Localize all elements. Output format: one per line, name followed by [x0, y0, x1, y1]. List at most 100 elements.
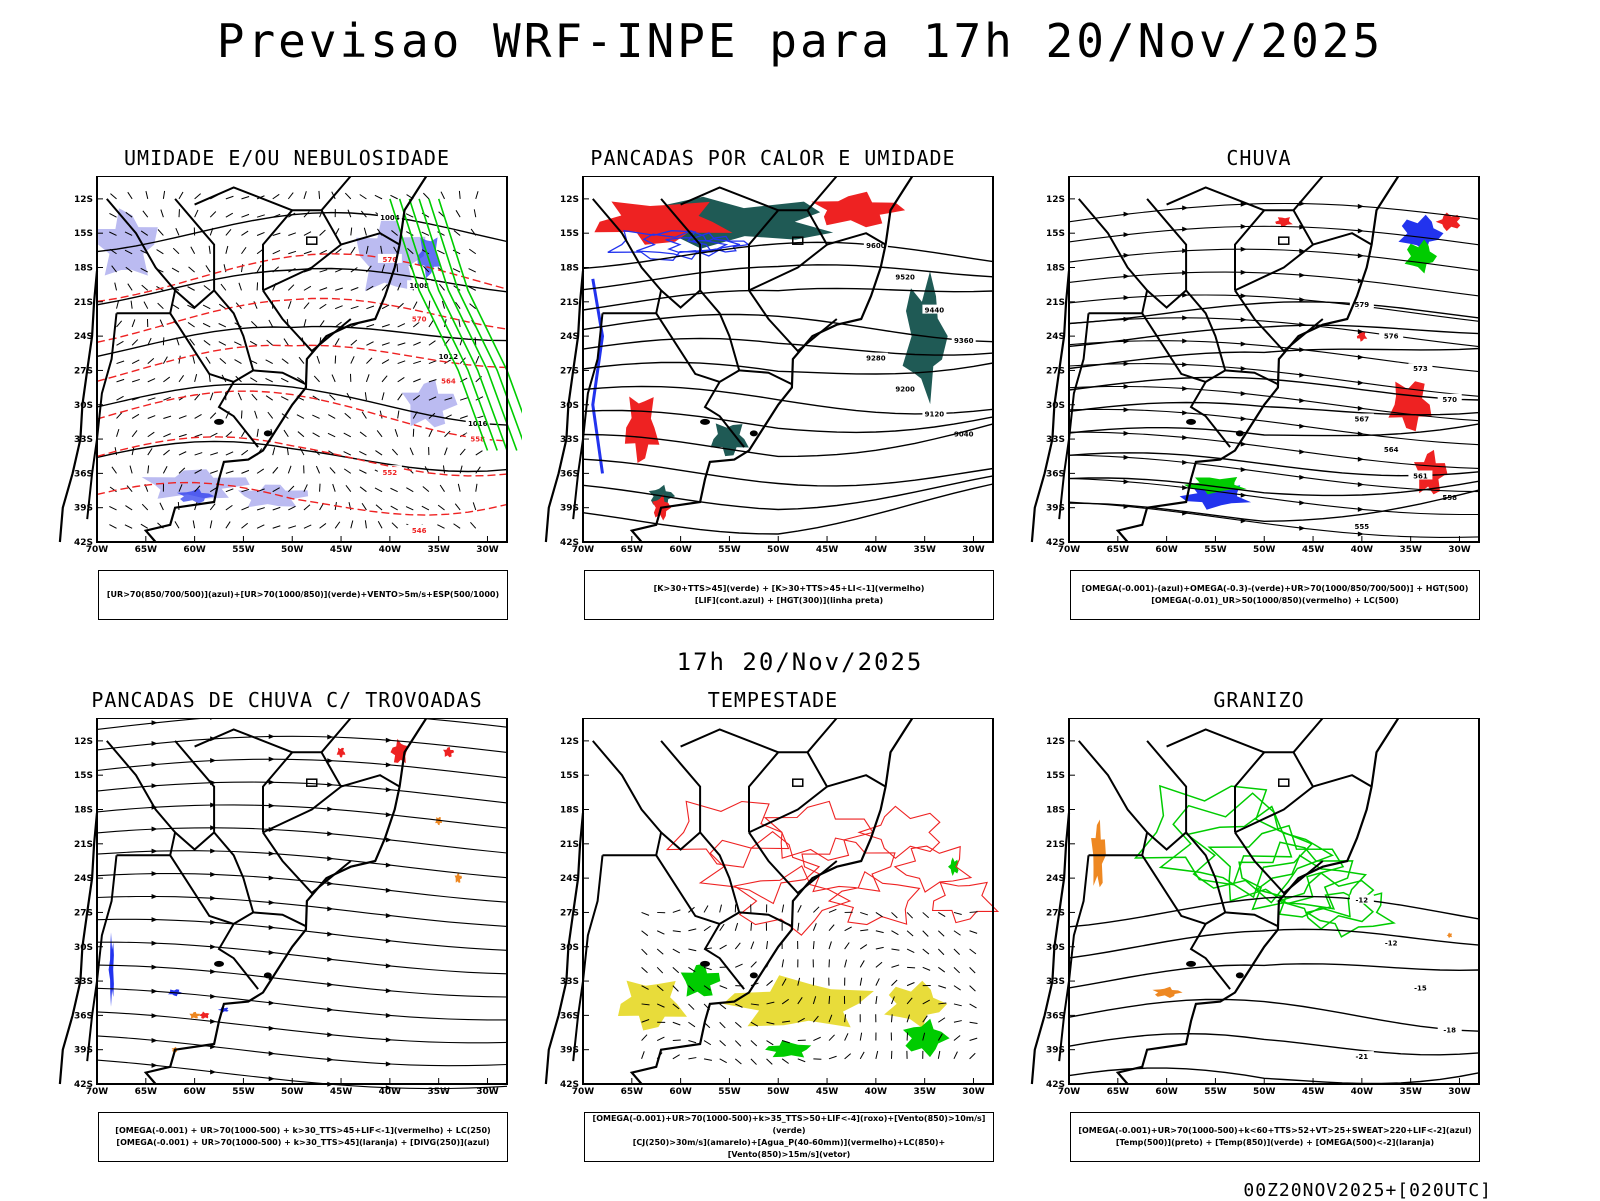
streamline-arrow	[327, 982, 333, 987]
lat-label: 21S	[560, 298, 579, 308]
wind-vector	[300, 448, 304, 455]
country-border	[1079, 741, 1147, 855]
lon-label: 30W	[962, 1087, 985, 1097]
wind-vector	[735, 923, 737, 931]
lon-label: 50W	[281, 545, 304, 555]
wind-vector	[751, 942, 754, 949]
wind-vector	[252, 394, 257, 400]
wind-vector	[767, 980, 773, 985]
lon-label: 30W	[1448, 545, 1471, 555]
coastline	[632, 718, 925, 1084]
lat-label: 36S	[74, 1011, 93, 1021]
country-border	[827, 775, 886, 786]
shaded-area	[1091, 820, 1106, 888]
lat-label: 33S	[560, 977, 579, 987]
wind-vector	[273, 467, 278, 473]
wind-vector	[735, 1041, 741, 1047]
streamline-arrow	[152, 762, 158, 767]
wind-vector	[907, 983, 914, 986]
wind-vector	[365, 520, 366, 528]
wind-vector	[241, 247, 246, 254]
wind-vector	[720, 1041, 726, 1046]
wind-vector	[210, 393, 213, 401]
wind-vector	[209, 246, 210, 254]
wind-vector	[273, 507, 281, 510]
lagoa-icon	[1186, 419, 1196, 425]
wind-vector	[117, 321, 122, 327]
wind-vector	[673, 910, 681, 913]
panel-title: GRANIZO	[1024, 688, 1494, 712]
streamline-arrow	[210, 848, 216, 853]
lat-label: 12S	[74, 737, 93, 747]
contour-label: -21	[1356, 1053, 1369, 1061]
streamline-arrow	[386, 1037, 392, 1042]
wind-vector	[117, 379, 125, 382]
wind-vector	[798, 1059, 805, 1062]
wind-vector	[317, 356, 320, 364]
wind-vector	[907, 931, 913, 936]
coastline	[146, 718, 439, 1084]
streamline-arrow	[1358, 406, 1364, 411]
lat-label: 30S	[560, 943, 579, 953]
lat-label: 24S	[74, 874, 93, 884]
wind-vector	[351, 340, 357, 345]
lon-label: 35W	[427, 1087, 450, 1097]
wind-vector	[257, 232, 264, 235]
df-icon	[1279, 779, 1289, 786]
wind-vector	[398, 361, 406, 364]
lon-label: 65W	[1107, 1087, 1130, 1097]
lat-label: 21S	[560, 840, 579, 850]
lat-label: 18S	[1046, 806, 1065, 816]
wind-vector	[954, 967, 960, 973]
wind-vector	[148, 379, 155, 382]
wind-vector	[179, 192, 183, 199]
wind-vector	[938, 949, 944, 955]
country-border	[661, 741, 700, 850]
agua-contour	[895, 846, 971, 892]
wind-vector	[657, 931, 664, 934]
streamline-arrow	[327, 1007, 333, 1012]
wind-vector	[688, 1004, 694, 1010]
streamline-arrow	[1299, 475, 1305, 480]
wind-vector	[288, 233, 296, 236]
lon-label: 60W	[1155, 1087, 1178, 1097]
wind-vector	[767, 941, 768, 949]
wind-vector	[829, 941, 831, 949]
streamline-arrow	[1358, 253, 1364, 258]
legend-trovoadas: [OMEGA(-0.001) + UR>70(1000-500) + k>30_…	[98, 1112, 508, 1162]
wind-vector	[284, 339, 288, 346]
streamline-arrow	[386, 988, 392, 993]
wind-vector	[798, 905, 801, 912]
wind-vector	[970, 1053, 976, 1059]
wind-vector	[970, 1004, 977, 1008]
lat-label: 27S	[560, 366, 579, 376]
streamline-arrow	[327, 1032, 333, 1037]
streamline	[1069, 204, 1479, 222]
wind-vector	[257, 508, 265, 510]
lon-label: 35W	[913, 545, 936, 555]
streamline-arrow	[1358, 355, 1364, 360]
lon-label: 60W	[669, 545, 692, 555]
lat-label: 21S	[1046, 298, 1065, 308]
lon-label: 30W	[962, 545, 985, 555]
lat-label: 27S	[74, 366, 93, 376]
wind-vector	[193, 356, 195, 364]
wind-vector	[176, 228, 179, 235]
wind-vector	[226, 471, 234, 473]
streamline	[97, 759, 507, 778]
wind-vector	[132, 360, 139, 364]
wind-vector	[390, 195, 397, 199]
lat-label: 33S	[1046, 435, 1065, 445]
streamline-arrow	[1182, 205, 1188, 210]
wind-vector	[132, 430, 137, 436]
agua-contour	[933, 882, 998, 922]
wind-vector	[954, 1004, 962, 1006]
lon-label: 35W	[1399, 1087, 1422, 1097]
wind-vector	[398, 377, 405, 381]
wind-vector	[366, 306, 374, 309]
streamline-arrow	[1241, 224, 1247, 229]
streamline-arrow	[1358, 532, 1364, 537]
wind-vector	[720, 986, 727, 989]
wind-vector	[470, 522, 475, 528]
wind-vector	[642, 912, 649, 915]
